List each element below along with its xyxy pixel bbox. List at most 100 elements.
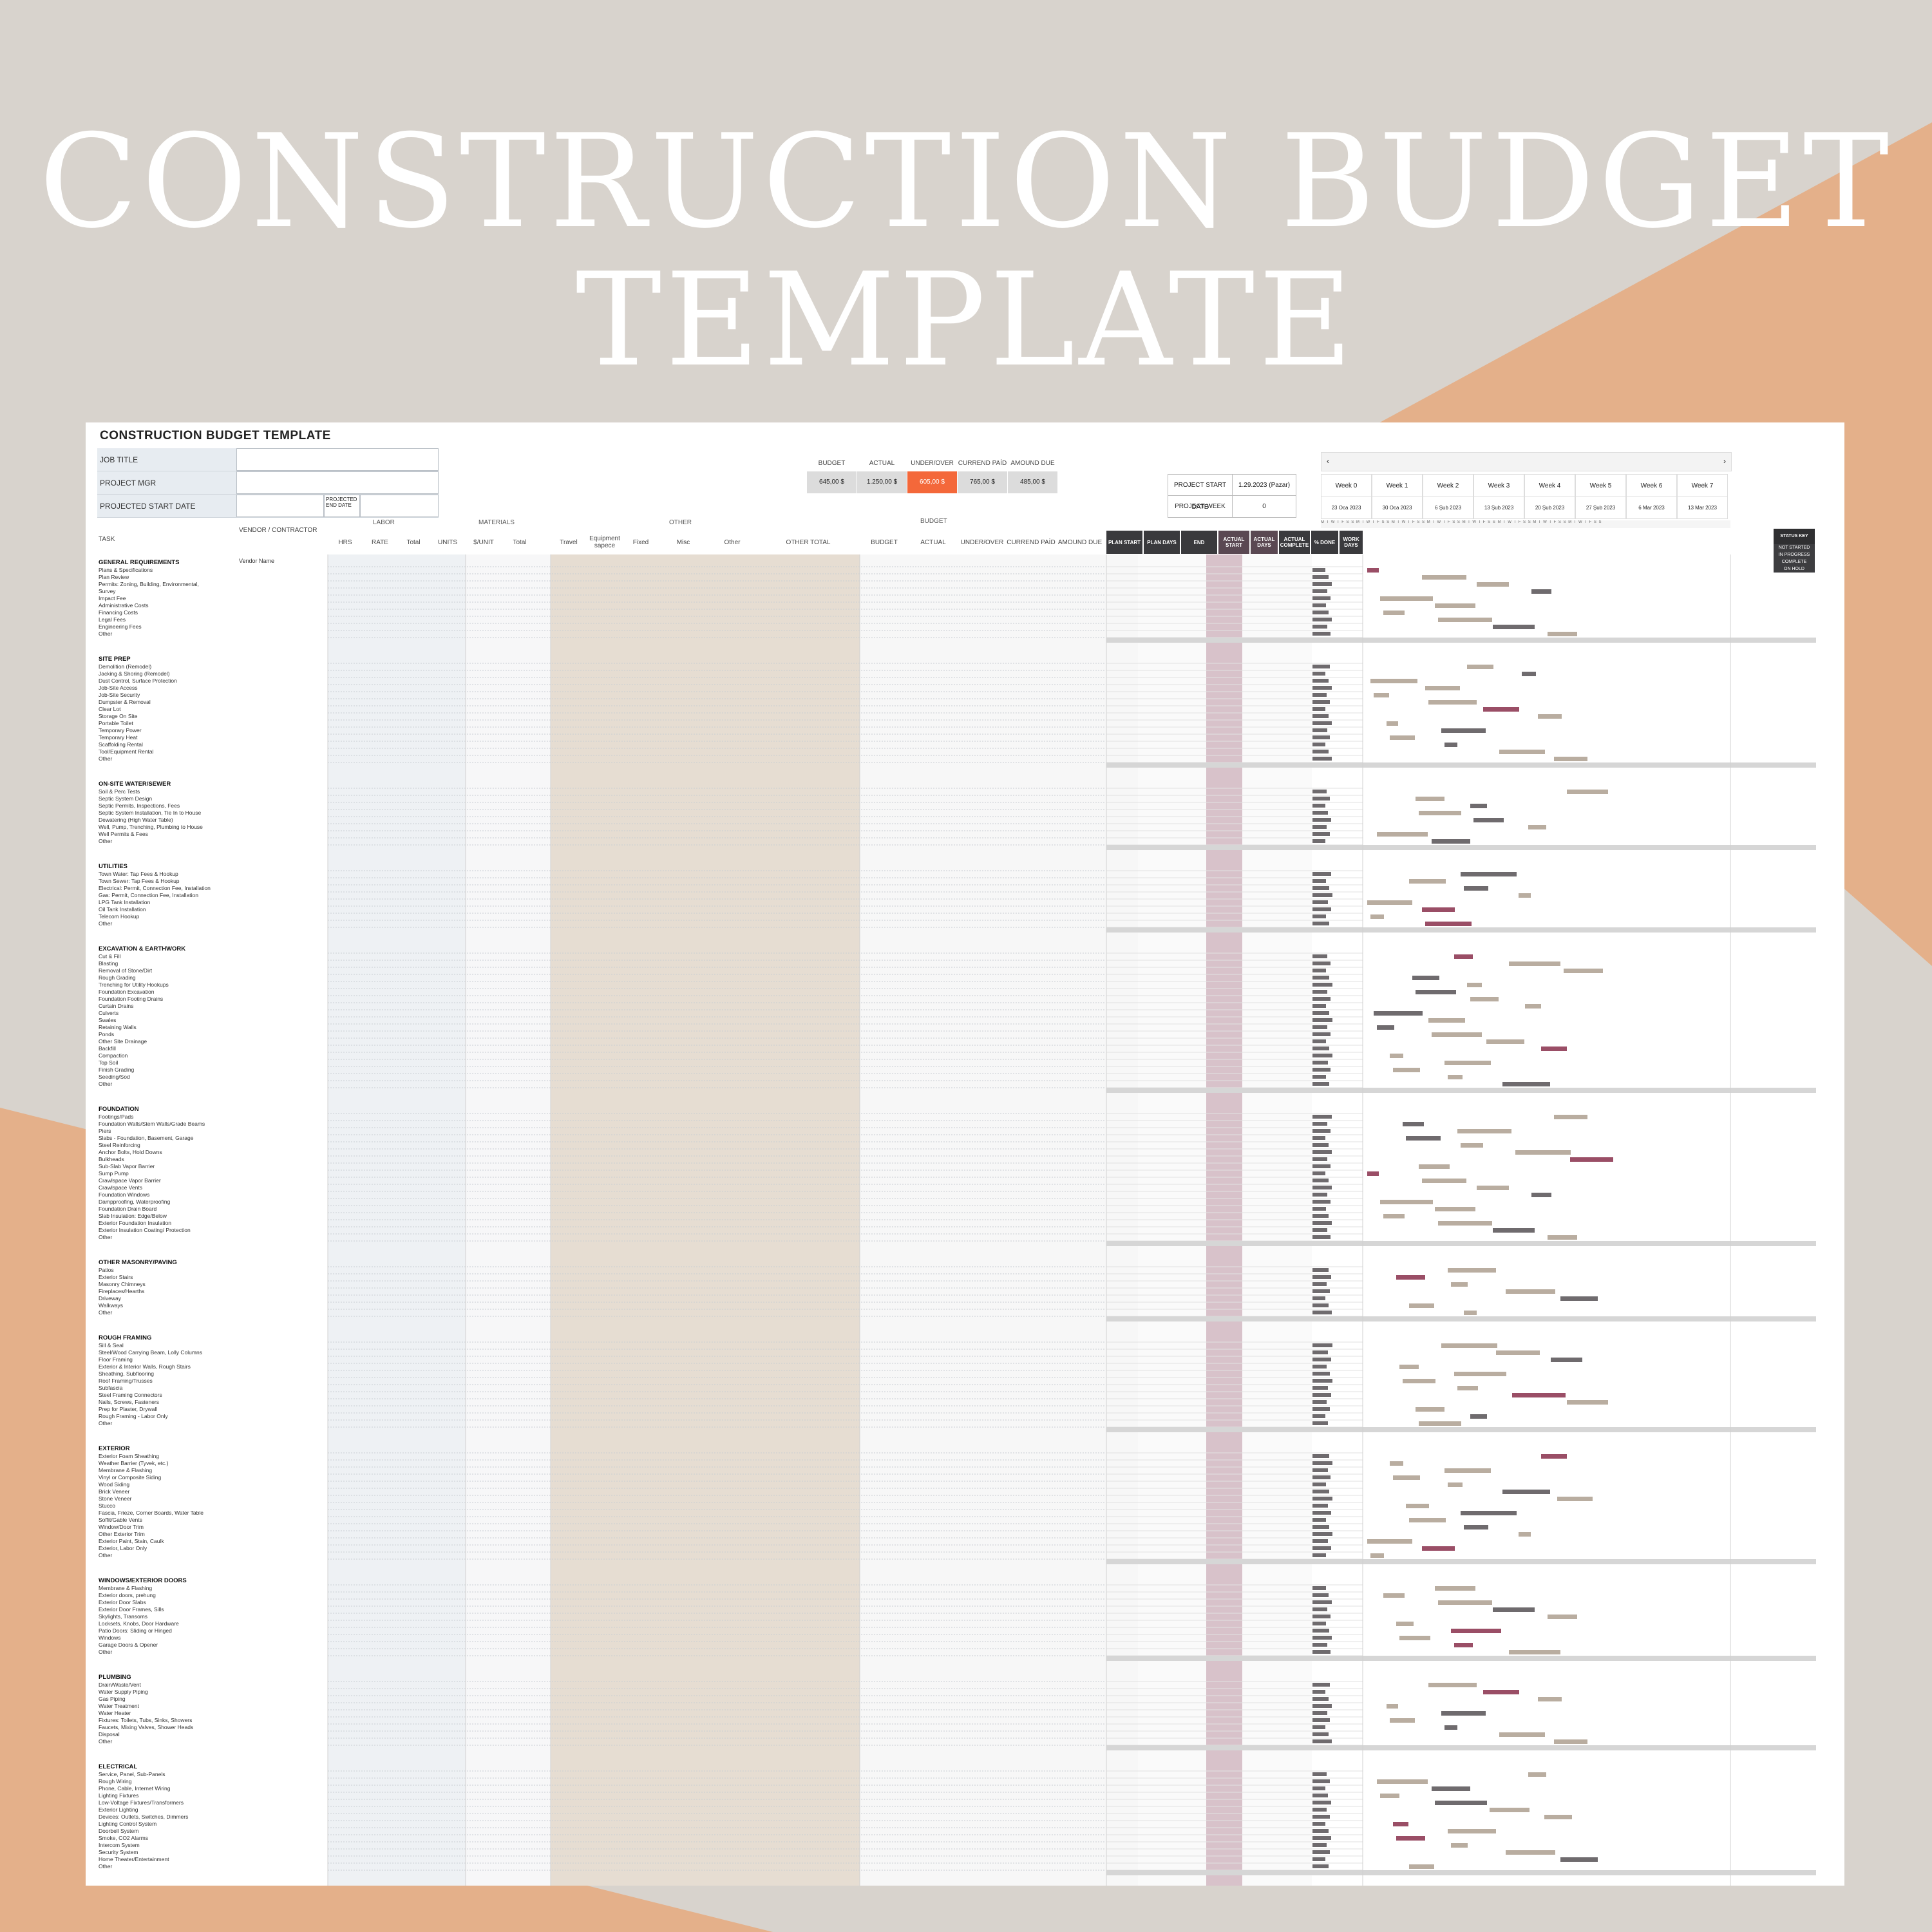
task-item[interactable]: Exterior Paint, Stain, Caulk — [99, 1538, 164, 1544]
task-item[interactable]: Other Site Drainage — [99, 1038, 147, 1045]
task-item[interactable]: Service, Panel, Sub-Panels — [99, 1771, 166, 1777]
task-item[interactable]: Swales — [99, 1017, 117, 1023]
task-item[interactable]: Jacking & Shoring (Remodel) — [99, 670, 170, 677]
task-item[interactable]: Fixtures: Toilets, Tubs, Sinks, Showers — [99, 1717, 193, 1723]
task-item[interactable]: Steel Framing Connectors — [99, 1392, 162, 1398]
task-item[interactable]: Patio Doors: Sliding or Hinged — [99, 1627, 172, 1634]
task-item[interactable]: Foundation Drain Board — [99, 1206, 157, 1212]
task-item[interactable]: Fascia, Frieze, Corner Boards, Water Tab… — [99, 1510, 204, 1516]
task-item[interactable]: Septic System Installation, Tie In to Ho… — [99, 810, 202, 816]
task-item[interactable]: Prep for Plaster, Drywall — [99, 1406, 158, 1412]
vendor-name[interactable]: Vendor Name — [239, 558, 275, 564]
task-item[interactable]: Sheathing, Subflooring — [99, 1370, 155, 1377]
task-item[interactable]: Patios — [99, 1267, 114, 1273]
project-week-value[interactable]: 0 — [1262, 503, 1266, 510]
task-item[interactable]: Dewatering (High Water Table) — [99, 817, 173, 823]
task-item[interactable]: Other Exterior Trim — [99, 1531, 145, 1537]
task-item[interactable]: Exterior Foundation Insulation — [99, 1220, 171, 1226]
task-item[interactable]: Dumpster & Removal — [99, 699, 151, 705]
task-item[interactable]: Phone, Cable, Internet Wiring — [99, 1785, 171, 1792]
task-item[interactable]: Exterior Foam Sheathing — [99, 1453, 160, 1459]
task-item[interactable]: Slabs - Foundation, Basement, Garage — [99, 1135, 194, 1141]
task-item[interactable]: Slab Insulation: Edge/Below — [99, 1213, 167, 1219]
task-item[interactable]: Town Sewer: Tap Fees & Hookup — [99, 878, 180, 884]
task-item[interactable]: Sump Pump — [99, 1170, 129, 1177]
task-item[interactable]: Other — [99, 1309, 113, 1316]
task-item[interactable]: Nails, Screws, Fasteners — [99, 1399, 159, 1405]
task-item[interactable]: Walkways — [99, 1302, 123, 1309]
task-item[interactable]: Exterior Lighting — [99, 1806, 138, 1813]
task-item[interactable]: Dampproofing, Waterproofing — [99, 1198, 171, 1205]
task-item[interactable]: Home Theater/Entertainment — [99, 1856, 169, 1862]
task-item[interactable]: Stone Veneer — [99, 1495, 132, 1502]
task-item[interactable]: Skylights, Transoms — [99, 1613, 148, 1620]
task-item[interactable]: Cut & Fill — [99, 953, 121, 960]
task-item[interactable]: Curtain Drains — [99, 1003, 134, 1009]
task-item[interactable]: Water Heater — [99, 1710, 131, 1716]
task-item[interactable]: Telecom Hookup — [99, 913, 140, 920]
task-item[interactable]: Temporary Heat — [99, 734, 138, 741]
scroll-right-icon[interactable]: › — [1723, 457, 1726, 466]
task-item[interactable]: Other — [99, 838, 113, 844]
task-item[interactable]: Tool/Equipment Rental — [99, 748, 154, 755]
task-item[interactable]: Roof Framing/Trusses — [99, 1378, 153, 1384]
project-mgr-input[interactable] — [236, 471, 439, 494]
task-item[interactable]: Window/Door Trim — [99, 1524, 144, 1530]
task-item[interactable]: Rough Wiring — [99, 1778, 132, 1785]
task-item[interactable]: LPG Tank Installation — [99, 899, 151, 905]
task-item[interactable]: Seeding/Sod — [99, 1074, 130, 1080]
task-item[interactable]: Vinyl or Composite Siding — [99, 1474, 162, 1481]
task-item[interactable]: Exterior & Interior Walls, Rough Stairs — [99, 1363, 191, 1370]
task-item[interactable]: Exterior Stairs — [99, 1274, 133, 1280]
task-item[interactable]: Scaffolding Rental — [99, 741, 143, 748]
task-item[interactable]: Other — [99, 1081, 113, 1087]
task-item[interactable]: Other — [99, 1738, 113, 1745]
task-item[interactable]: Floor Framing — [99, 1356, 133, 1363]
task-item[interactable]: Other — [99, 1649, 113, 1655]
calendar-scrollbar[interactable]: ‹ › — [1321, 452, 1732, 471]
task-item[interactable]: Piers — [99, 1128, 111, 1134]
task-item[interactable]: Weather Barrier (Tyvek, etc.) — [99, 1460, 169, 1466]
task-item[interactable]: Low-Voltage Fixtures/Transformers — [99, 1799, 184, 1806]
task-item[interactable]: Brick Veneer — [99, 1488, 130, 1495]
task-item[interactable]: Foundation Excavation — [99, 989, 155, 995]
task-item[interactable]: Lighting Control System — [99, 1821, 157, 1827]
task-item[interactable]: Stucco — [99, 1502, 115, 1509]
task-item[interactable]: Membrane & Flashing — [99, 1585, 153, 1591]
task-item[interactable]: Crawlspace Vents — [99, 1184, 143, 1191]
task-item[interactable]: Rough Grading — [99, 974, 136, 981]
task-item[interactable]: Portable Toilet — [99, 720, 133, 726]
task-item[interactable]: Culverts — [99, 1010, 119, 1016]
task-item[interactable]: Foundation Windows — [99, 1191, 150, 1198]
task-item[interactable]: Gas Piping — [99, 1696, 126, 1702]
task-item[interactable]: Driveway — [99, 1295, 121, 1302]
task-item[interactable]: Soffit/Gable Vents — [99, 1517, 142, 1523]
task-item[interactable]: Foundation Walls/Stem Walls/Grade Beams — [99, 1121, 205, 1127]
task-item[interactable]: Rough Framing - Labor Only — [99, 1413, 168, 1419]
task-item[interactable]: Other — [99, 1234, 113, 1240]
task-item[interactable]: Storage On Site — [99, 713, 138, 719]
task-item[interactable]: Job-Site Security — [99, 692, 140, 698]
task-item[interactable]: Garage Doors & Opener — [99, 1642, 158, 1648]
task-item[interactable]: Finish Grading — [99, 1066, 135, 1073]
task-item[interactable]: Fireplaces/Hearths — [99, 1288, 145, 1294]
project-start-value[interactable]: 1.29.2023 (Pazar) — [1238, 482, 1291, 489]
task-item[interactable]: Impact Fee — [99, 595, 126, 601]
task-item[interactable]: Other — [99, 755, 113, 762]
task-item[interactable]: Well, Pump, Trenching, Plumbing to House — [99, 824, 203, 830]
task-item[interactable]: Intercom System — [99, 1842, 140, 1848]
task-item[interactable]: Other — [99, 920, 113, 927]
task-item[interactable]: Windows — [99, 1634, 121, 1641]
task-item[interactable]: Plans & Specifications — [99, 567, 153, 573]
task-item[interactable]: Locksets, Knobs, Door Hardware — [99, 1620, 179, 1627]
task-item[interactable]: Foundation Footing Drains — [99, 996, 164, 1002]
task-item[interactable]: Gas: Permit, Connection Fee, Installatio… — [99, 892, 198, 898]
task-item[interactable]: Exterior Door Slabs — [99, 1599, 146, 1605]
task-item[interactable]: Demolition (Remodel) — [99, 663, 152, 670]
task-item[interactable]: Sill & Seal — [99, 1342, 124, 1349]
scroll-left-icon[interactable]: ‹ — [1327, 457, 1329, 466]
task-item[interactable]: Compaction — [99, 1052, 128, 1059]
task-item[interactable]: Doorbell System — [99, 1828, 139, 1834]
task-item[interactable]: Lighting Fixtures — [99, 1792, 139, 1799]
end-date-input[interactable] — [360, 495, 439, 517]
